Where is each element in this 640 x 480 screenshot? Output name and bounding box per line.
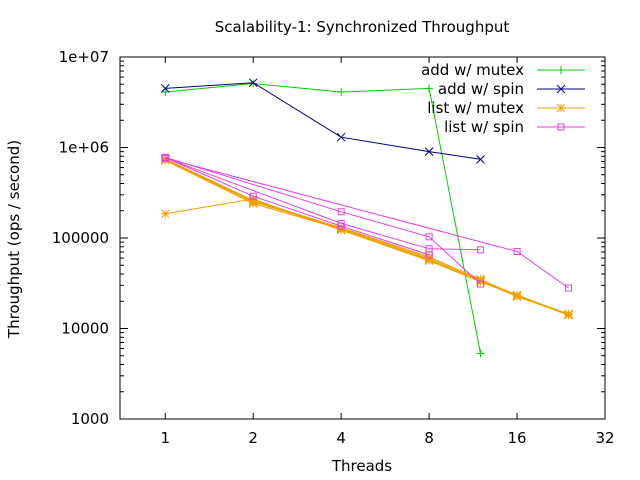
data-point [336,132,346,142]
series-line [165,156,481,285]
data-point [477,280,485,288]
data-point [337,208,345,216]
data-point [161,154,169,162]
data-point [556,84,566,94]
series-line [165,157,569,289]
y-tick-label: 100000 [52,229,109,247]
legend-label: add w/ mutex [421,61,524,79]
data-point [425,251,433,259]
series-add-w-mutex [161,79,485,358]
legend-label: list w/ spin [444,118,524,136]
data-point [424,147,434,156]
data-point [249,192,257,200]
data-point [160,84,170,93]
series-add-w-spin [160,78,485,164]
y-tick-label: 1e+07 [59,48,109,66]
chart-title: Scalability-1: Synchronized Throughput [215,18,510,36]
data-point [160,209,170,219]
x-tick-label: 8 [424,429,434,447]
x-tick-label: 1 [160,429,170,447]
y-tick-label: 1e+06 [59,139,109,157]
data-point [425,233,433,241]
data-point [564,284,572,292]
series-list-w-spin [161,153,572,292]
legend-label: add w/ spin [438,80,524,98]
data-point [513,247,521,255]
data-point [557,123,565,131]
y-tick-label: 1000 [71,410,109,428]
x-axis-label: Threads [331,457,392,475]
data-point [556,103,566,113]
y-axis-label: Throughput (ops / second) [5,140,23,339]
data-point [512,291,522,301]
y-tick-label: 10000 [61,320,109,338]
data-point [477,246,485,254]
axes-group: 1 2 4 8 16 32 1000 10000 100000 1e+06 1e+07 [52,48,615,447]
plot-series-group [160,78,573,358]
data-point [564,310,573,320]
x-tick-label: 2 [248,429,258,447]
x-tick-label: 4 [336,429,346,447]
x-tick-label: 16 [508,429,527,447]
series-list-w-mutex [160,154,573,320]
data-point [248,78,258,88]
series-line [165,157,481,251]
data-point [337,222,345,230]
legend-label: list w/ mutex [427,99,524,117]
series-line [165,157,430,256]
x-tick-label: 32 [595,429,614,447]
data-point [476,154,485,164]
